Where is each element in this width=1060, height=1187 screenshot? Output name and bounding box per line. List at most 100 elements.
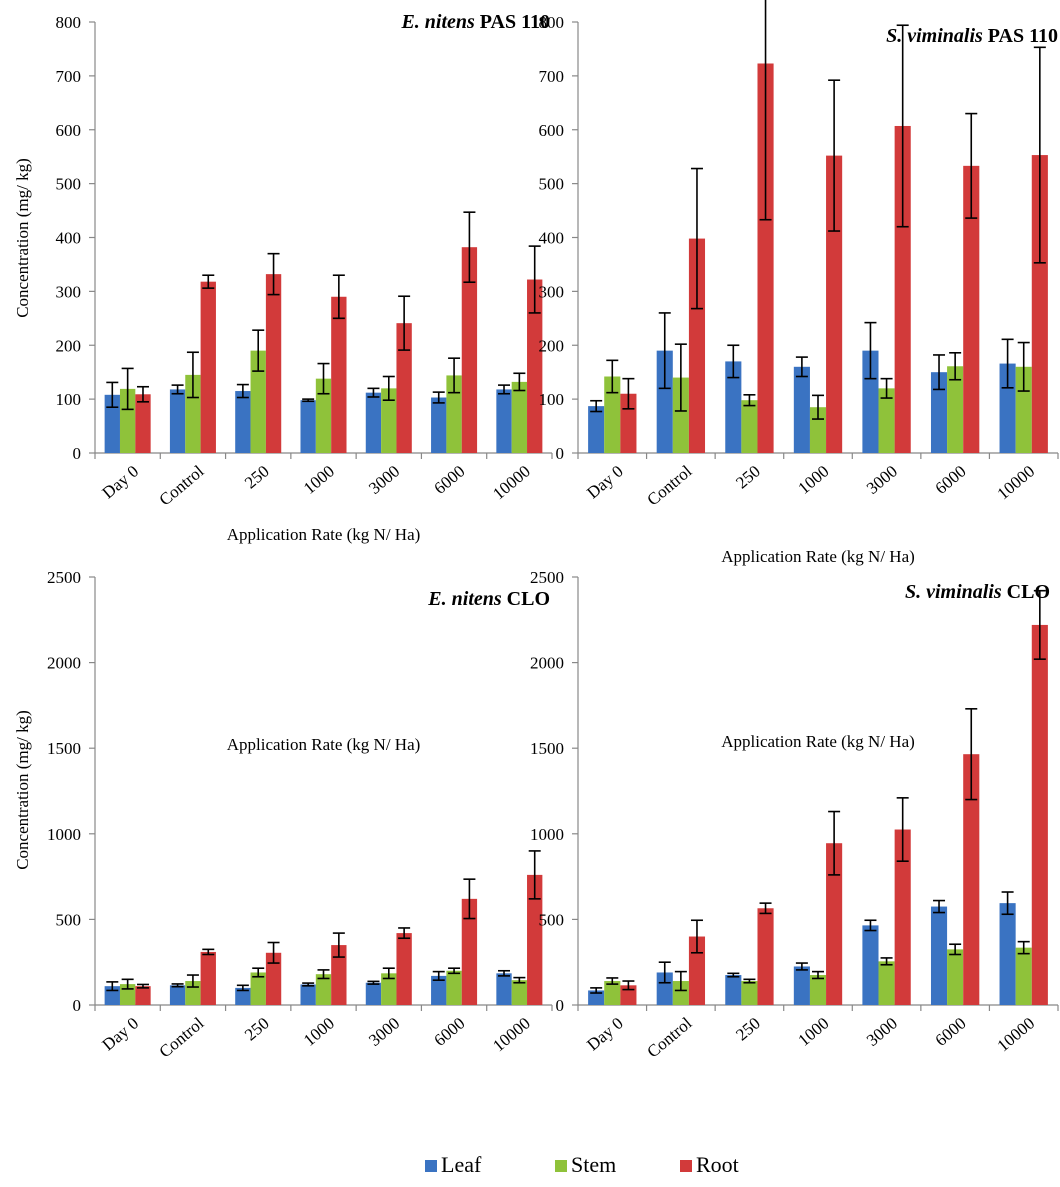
bar-leaf-10000 — [999, 903, 1016, 1005]
bar-leaf-250 — [725, 361, 742, 453]
x-tick-label: 1000 — [794, 462, 832, 498]
bar-root-1000 — [331, 945, 347, 1005]
bar-stem-3000 — [878, 961, 895, 1005]
y-tick-label: 2500 — [530, 568, 564, 587]
bar-root-control — [688, 936, 706, 1005]
x-tick-label: Day 0 — [99, 462, 143, 503]
y-tick-label: 800 — [56, 13, 82, 32]
bar-stem-1000 — [315, 378, 332, 453]
bar-leaf-control — [169, 985, 186, 1005]
bar-leaf-day-0 — [588, 990, 605, 1005]
x-axis-label: Application Rate (kg N/ Ha) — [227, 735, 421, 754]
bar-root-250 — [265, 274, 282, 453]
legend-swatch-root — [680, 1160, 692, 1172]
bar-leaf-control — [169, 389, 186, 453]
bar-stem-10000 — [511, 980, 528, 1005]
bar-stem-day-0 — [119, 388, 136, 453]
y-tick-label: 500 — [539, 910, 565, 929]
bar-stem-3000 — [381, 388, 397, 453]
x-tick-label: Control — [643, 1013, 695, 1061]
x-tick-label: 10000 — [994, 462, 1039, 504]
y-tick-label: 800 — [539, 13, 565, 32]
bar-root-day-0 — [135, 394, 151, 453]
bar-root-6000 — [461, 898, 478, 1005]
y-tick-label: 0 — [73, 444, 82, 463]
bar-root-1000 — [331, 296, 347, 453]
bar-stem-250 — [741, 981, 758, 1005]
x-tick-label: 6000 — [430, 1014, 468, 1050]
x-tick-label: Control — [155, 461, 207, 509]
x-tick-label: 10000 — [994, 1014, 1039, 1056]
y-tick-label: 400 — [56, 229, 82, 248]
bar-root-3000 — [894, 829, 911, 1005]
y-tick-label: 1500 — [530, 739, 564, 758]
x-tick-label: 1000 — [300, 462, 338, 498]
y-axis-label: Concentration (mg/ kg) — [13, 158, 32, 318]
bar-root-250 — [757, 63, 774, 453]
bar-root-10000 — [527, 279, 543, 453]
x-tick-label: 1000 — [794, 1014, 832, 1050]
bar-leaf-1000 — [300, 984, 316, 1005]
bar-root-250 — [757, 908, 774, 1005]
bar-leaf-3000 — [862, 350, 879, 453]
x-tick-label: Day 0 — [99, 1014, 143, 1055]
x-tick-label: 250 — [732, 462, 764, 493]
y-tick-label: 700 — [56, 67, 82, 86]
bar-leaf-3000 — [862, 925, 879, 1005]
y-tick-label: 600 — [56, 121, 82, 140]
x-axis-label: Application Rate (kg N/ Ha) — [721, 732, 915, 751]
y-tick-label: 200 — [56, 336, 82, 355]
y-tick-label: 200 — [539, 336, 565, 355]
bar-leaf-6000 — [930, 906, 948, 1005]
panel-title: E. nitens CLO — [427, 588, 550, 610]
bar-root-control — [200, 951, 216, 1005]
y-axis-label: Concentration (mg/ kg) — [13, 710, 32, 870]
x-tick-label: 3000 — [365, 1014, 403, 1050]
bar-leaf-day-0 — [104, 394, 120, 453]
bar-stem-250 — [250, 972, 266, 1005]
x-axis-label: Application Rate (kg N/ Ha) — [721, 547, 915, 566]
x-tick-label: 10000 — [489, 1014, 534, 1056]
y-tick-label: 1000 — [47, 825, 81, 844]
bar-stem-10000 — [511, 381, 528, 453]
bar-root-250 — [265, 952, 282, 1005]
bar-stem-3000 — [878, 388, 895, 453]
y-tick-label: 1500 — [47, 739, 81, 758]
bar-stem-250 — [741, 400, 758, 453]
bar-leaf-day-0 — [588, 406, 605, 453]
bar-leaf-3000 — [365, 392, 382, 453]
bar-leaf-1000 — [793, 966, 810, 1005]
bar-root-3000 — [894, 125, 911, 453]
bar-leaf-250 — [235, 391, 251, 453]
bar-stem-day-0 — [604, 376, 621, 453]
bar-root-1000 — [826, 843, 843, 1005]
bar-leaf-6000 — [930, 372, 948, 453]
bar-leaf-3000 — [365, 982, 382, 1005]
bar-stem-6000 — [446, 970, 462, 1005]
y-tick-label: 2500 — [47, 568, 81, 587]
bar-leaf-6000 — [431, 397, 447, 453]
bar-stem-10000 — [1015, 947, 1032, 1005]
x-tick-label: 10000 — [489, 462, 534, 504]
x-axis-label: Application Rate (kg N/ Ha) — [227, 525, 421, 544]
legend-label-leaf: Leaf — [441, 1152, 482, 1177]
bar-stem-1000 — [315, 974, 332, 1005]
bar-root-1000 — [826, 155, 843, 454]
x-tick-label: 250 — [241, 462, 273, 493]
bar-stem-3000 — [381, 973, 397, 1005]
x-tick-label: Day 0 — [583, 1014, 627, 1055]
bar-root-10000 — [527, 874, 543, 1005]
bar-root-control — [200, 281, 216, 453]
bar-leaf-10000 — [496, 973, 512, 1005]
y-tick-label: 300 — [56, 282, 82, 301]
chart-panel-e-nitens-pas110: 0 100 200 300 400 500 600 700 800 Day 0 Control 250… — [13, 11, 553, 544]
bar-stem-10000 — [1015, 366, 1032, 453]
bar-leaf-6000 — [431, 975, 447, 1005]
y-tick-label: 600 — [539, 121, 565, 140]
y-tick-label: 400 — [539, 229, 565, 248]
y-tick-label: 100 — [56, 390, 82, 409]
y-tick-label: 2000 — [530, 654, 564, 673]
y-tick-label: 700 — [539, 67, 565, 86]
x-tick-label: 6000 — [931, 462, 969, 498]
y-tick-label: 0 — [556, 444, 565, 463]
